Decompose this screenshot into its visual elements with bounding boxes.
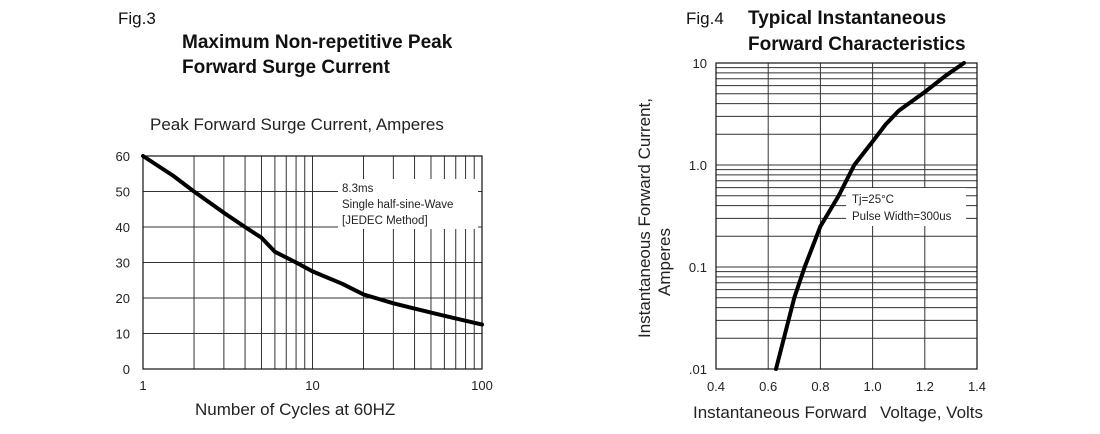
fig3-ylabel: Peak Forward Surge Current, Amperes	[150, 115, 444, 134]
fig4-xtick-label: 1.4	[968, 379, 986, 394]
fig3-note-backdrop	[338, 179, 478, 229]
fig3-surge-current-curve	[141, 154, 484, 327]
fig4-note-line1: Tj=25°C	[852, 194, 894, 206]
fig3-ytick-label: 60	[116, 149, 130, 164]
fig4-ytick-label: .01	[689, 362, 707, 377]
fig4-xtick-label: 0.8	[811, 379, 829, 394]
fig3-plot-area: 0 10 20 30 40 50 60 1 10 100 8.3ms Single half-sine…	[116, 149, 493, 393]
fig4-ytick-label: 0.1	[689, 260, 707, 275]
fig4-title-line1: Typical Instantaneous	[748, 8, 946, 29]
fig4-xlabel-line2: Voltage, Volts	[880, 403, 983, 422]
fig3-note-line1: 8.3ms	[342, 183, 374, 195]
fig3-title-line2: Forward Surge Current	[182, 57, 391, 78]
fig3-frame	[142, 155, 483, 370]
fig3-xlabel: Number of Cycles at 60HZ	[195, 400, 395, 419]
fig4-frame	[715, 62, 978, 370]
fig4-xtick-label: 1.0	[864, 379, 882, 394]
fig3-note-line3: [JEDEC Method]	[342, 215, 428, 227]
fig4-ytick-label: 10	[693, 56, 707, 71]
fig3-ytick-label: 40	[116, 220, 130, 235]
fig4-title-line2: Forward Characteristics	[748, 34, 966, 55]
fig4-note-backdrop	[846, 188, 966, 226]
fig3-xtick-label: 100	[471, 378, 493, 393]
fig4-xtick-label: 0.6	[759, 379, 777, 394]
fig4-label: Fig.4	[686, 9, 724, 28]
fig3-title-line1: Maximum Non-repetitive Peak	[182, 32, 453, 53]
fig4-ytick-label: 1.0	[689, 158, 707, 173]
fig3-ytick-label: 20	[116, 291, 130, 306]
fig4-ylabel-line1: Instantaneous Forward Current,	[635, 98, 654, 338]
fig4-plot-area: .01 0.1 1.0 10 0.4 0.6 0.8 1.0 1.2 1.4 Tj=25°C Puls…	[689, 56, 986, 394]
fig3-note-line2: Single half-sine-Wave	[342, 199, 453, 211]
fig4-forward-current-curve	[774, 61, 966, 371]
fig4-ylabel-line2: Amperes	[655, 228, 674, 296]
fig3-ytick-label: 50	[116, 185, 130, 200]
fig3-label: Fig.3	[118, 9, 156, 28]
fig3-xtick-label: 10	[305, 378, 319, 393]
fig3-xtick-label: 1	[139, 378, 146, 393]
fig4-xtick-label: 0.4	[707, 379, 725, 394]
fig3-ytick-label: 0	[123, 362, 130, 377]
fig4-xlabel-line1: Instantaneous Forward	[693, 403, 867, 422]
fig3-ytick-label: 10	[116, 327, 130, 342]
fig3-ytick-label: 30	[116, 256, 130, 271]
fig4-note-line2: Pulse Width=300us	[852, 211, 952, 223]
fig4-xtick-label: 1.2	[916, 379, 934, 394]
